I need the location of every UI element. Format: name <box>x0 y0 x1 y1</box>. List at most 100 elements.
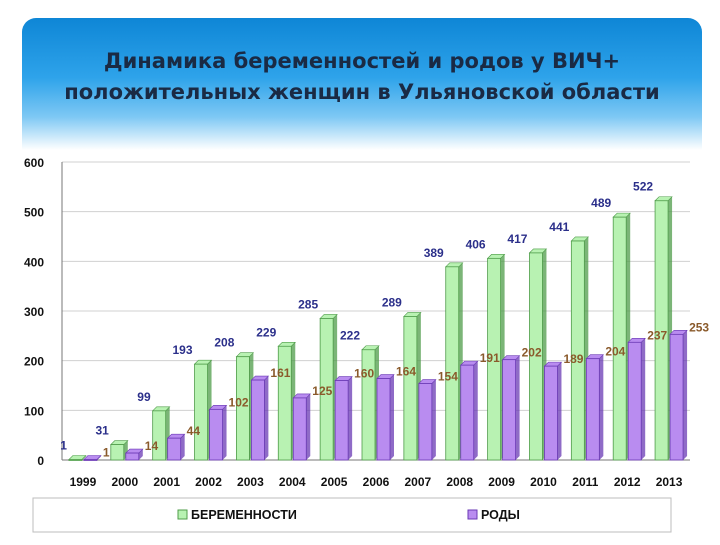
bar-births <box>669 330 688 461</box>
data-label: 204 <box>605 345 625 359</box>
bar-side <box>641 338 646 460</box>
bar-face <box>152 410 167 461</box>
data-label: 441 <box>549 220 569 234</box>
bar-side <box>180 434 185 460</box>
bar-face <box>125 452 140 461</box>
legend-label: БЕРЕМЕННОСТИ <box>191 508 297 522</box>
bar-face <box>570 240 585 461</box>
bar-side <box>683 330 688 460</box>
data-label: 44 <box>187 424 201 438</box>
bar-births <box>334 376 353 461</box>
bar-face <box>277 345 292 461</box>
data-label: 406 <box>466 237 486 251</box>
bar-face <box>502 359 517 461</box>
data-label: 253 <box>689 320 709 334</box>
bar-face <box>627 341 642 461</box>
x-tick-label: 2005 <box>321 475 348 489</box>
data-label: 31 <box>95 424 109 438</box>
bar-face <box>361 349 376 461</box>
bar-births <box>208 405 228 461</box>
data-label: 99 <box>137 390 151 404</box>
title-banner <box>22 18 702 150</box>
bar-births <box>292 393 311 461</box>
data-label: 389 <box>424 246 444 260</box>
bar-side <box>348 376 353 460</box>
data-label: 161 <box>270 366 290 380</box>
bar-births <box>543 361 563 461</box>
y-tick-label: 0 <box>37 454 44 468</box>
bar-pregnancies <box>570 236 590 461</box>
data-label: 102 <box>229 395 249 409</box>
bar-face <box>654 200 669 461</box>
bar-face <box>669 333 684 461</box>
bar-births <box>166 433 186 461</box>
bar-pregnancies <box>193 359 213 461</box>
legend-box <box>32 497 672 533</box>
x-tick-label: 2010 <box>530 475 557 489</box>
bar-births <box>125 448 144 461</box>
bar-face <box>167 437 182 461</box>
bar-side <box>599 354 604 460</box>
data-label: 522 <box>633 180 653 194</box>
bar-births <box>460 360 479 461</box>
legend: БЕРЕМЕННОСТИ РОДЫ <box>32 497 672 533</box>
data-label: 222 <box>340 329 360 343</box>
bar-face <box>376 378 391 461</box>
x-tick-label: 2008 <box>446 475 473 489</box>
bar-face <box>403 316 418 461</box>
title-line-2: положительных женщин в Ульяновской облас… <box>64 80 660 104</box>
x-tick-label: 2013 <box>656 475 683 489</box>
data-label: 285 <box>298 297 318 311</box>
bar-face <box>487 257 502 461</box>
data-label: 14 <box>145 439 159 453</box>
bar-side <box>138 449 143 460</box>
bar-pregnancies <box>528 248 548 461</box>
bar-face <box>68 459 83 461</box>
title-line-1: Динамика беременностей и родов у ВИЧ+ <box>103 49 621 73</box>
x-tick-label: 2000 <box>111 475 138 489</box>
legend-label: РОДЫ <box>481 508 520 522</box>
bar-face <box>585 358 600 461</box>
bar-births <box>585 354 605 461</box>
bar-face <box>235 356 250 461</box>
bar-births <box>418 379 437 461</box>
y-tick-label: 200 <box>24 355 44 369</box>
x-tick-label: 2002 <box>195 475 222 489</box>
bar-face <box>418 383 433 461</box>
bar-births <box>501 355 521 461</box>
x-tick-label: 2001 <box>153 475 180 489</box>
x-tick-label: 2004 <box>279 475 306 489</box>
data-label: 208 <box>214 336 234 350</box>
bar-face <box>445 266 460 461</box>
bar-face <box>319 318 334 461</box>
bar-side <box>264 376 269 460</box>
bar-side <box>306 393 311 460</box>
x-tick-label: 2012 <box>614 475 641 489</box>
data-label: 154 <box>438 370 458 384</box>
x-axis-ticks: 1999 2000 2001 2002 2003 2004 2005 2006 2007 2008… <box>70 475 683 489</box>
y-tick-label: 500 <box>24 206 44 220</box>
bar-births <box>250 375 270 461</box>
y-axis-ticks: 0 100 200 300 400 500 600 <box>24 156 44 468</box>
bar-pregnancies <box>277 341 296 461</box>
y-tick-label: 600 <box>24 156 44 170</box>
bar-births <box>83 455 102 461</box>
data-label: 125 <box>312 384 332 398</box>
bar-side <box>431 379 436 460</box>
data-label: 289 <box>382 295 402 309</box>
bar-births <box>376 374 395 461</box>
y-tick-label: 100 <box>24 404 44 418</box>
data-label: 417 <box>507 232 527 246</box>
x-tick-label: 2009 <box>488 475 515 489</box>
data-label: 191 <box>480 351 500 365</box>
bar-pregnancies <box>445 262 464 461</box>
bar-face <box>529 252 543 461</box>
bar-pregnancies <box>612 212 631 461</box>
bar-side <box>557 362 562 460</box>
bar-face <box>83 459 98 461</box>
chart-title: Динамика беременностей и родов у ВИЧ+ по… <box>22 46 702 108</box>
data-label: 193 <box>173 343 193 357</box>
data-label: 189 <box>563 352 583 366</box>
